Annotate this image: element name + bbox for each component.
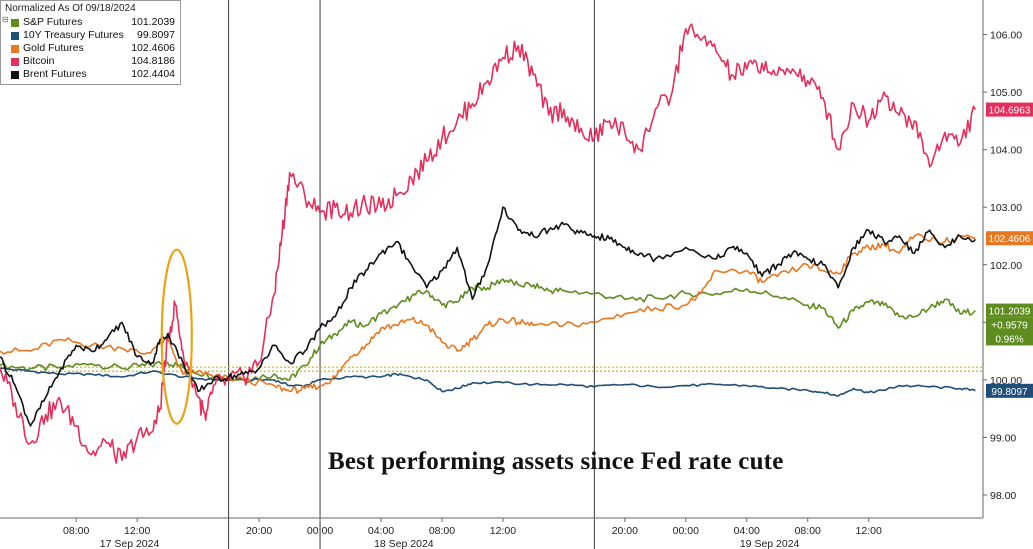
legend-label: Gold Futures	[23, 42, 84, 54]
legend-value: 102.4606	[131, 42, 175, 54]
price-tag	[986, 102, 1033, 117]
x-tick-label: 08:00	[63, 525, 89, 537]
x-tick-label: 04:00	[368, 525, 394, 537]
price-tag	[986, 303, 1033, 318]
legend-item-bitcoin[interactable]: Bitcoin 104.8186	[9, 55, 177, 68]
legend-label: S&P Futures	[23, 16, 83, 28]
collapse-icon[interactable]: ⊟	[2, 15, 9, 24]
x-tick-label: 20:00	[246, 525, 272, 537]
legend-label: 10Y Treasury Futures	[23, 29, 124, 41]
series-line-bitcoin	[0, 23, 977, 464]
legend-item-gold-futures[interactable]: Gold Futures 102.4606	[9, 42, 177, 55]
legend-item-brent-futures[interactable]: Brent Futures 102.4404	[9, 68, 177, 81]
x-tick-label: 08:00	[795, 525, 821, 537]
series-line-gold-futures	[0, 233, 976, 395]
legend-item-sp-futures[interactable]: S&P Futures 101.2039	[9, 16, 177, 29]
y-tick-label: 105.00	[990, 87, 1022, 99]
x-tick-label: 08:00	[429, 525, 455, 537]
chart-title: Best performing assets since Fed rate cu…	[328, 448, 784, 475]
legend-value: 102.4404	[131, 68, 175, 80]
date-label: 17 Sep 2024	[100, 538, 160, 549]
x-tick-label: 00:00	[673, 525, 699, 537]
legend-swatch	[11, 45, 19, 53]
y-tick-label: 104.00	[990, 145, 1022, 157]
price-tag-label: +0.9579	[991, 321, 1028, 332]
x-tick-label: 12:00	[856, 525, 882, 537]
highlight-ellipse	[160, 248, 193, 425]
y-tick-label: 106.00	[990, 30, 1022, 42]
y-tick-label: 99.00	[990, 432, 1016, 444]
legend: Normalized As Of 09/18/2024 ⊟ S&P Future…	[0, 0, 181, 85]
series-line-brent-futures	[0, 206, 976, 427]
date-label: 18 Sep 2024	[374, 538, 434, 549]
legend-swatch	[11, 58, 19, 66]
y-tick-label: 103.00	[990, 202, 1022, 214]
price-tag-label: 99.8097	[991, 387, 1028, 398]
y-tick-label: 102.00	[990, 260, 1022, 272]
price-tag-label: 101.2039	[989, 307, 1031, 318]
x-tick-label: 12:00	[124, 525, 150, 537]
x-tick-label: 20:00	[612, 525, 638, 537]
y-tick-label: 98.00	[990, 490, 1016, 502]
normalized-label: Normalized As Of 09/18/2024	[5, 3, 136, 14]
x-tick-label: 12:00	[490, 525, 516, 537]
price-tag	[986, 231, 1033, 246]
legend-value: 101.2039	[131, 16, 175, 28]
price-tag	[986, 317, 1033, 332]
legend-swatch	[11, 71, 19, 79]
date-label: 19 Sep 2024	[740, 538, 800, 549]
legend-item-10y-treasury[interactable]: 10Y Treasury Futures 99.8097	[9, 29, 177, 42]
price-tag-label: 102.4606	[989, 234, 1031, 245]
legend-swatch	[11, 32, 19, 40]
price-tag	[986, 331, 1033, 346]
legend-swatch	[11, 19, 19, 27]
price-tag	[986, 383, 1033, 398]
price-tag-label: 0.96%	[995, 334, 1023, 345]
legend-label: Bitcoin	[23, 55, 55, 67]
legend-value: 104.8186	[131, 55, 175, 67]
x-tick-label: 04:00	[734, 525, 760, 537]
legend-value: 99.8097	[137, 29, 175, 41]
legend-label: Brent Futures	[23, 68, 87, 80]
price-tag-label: 104.6963	[989, 106, 1031, 117]
series-line-10y-treasury-futures	[0, 367, 976, 397]
x-tick-label: 00:00	[307, 525, 333, 537]
